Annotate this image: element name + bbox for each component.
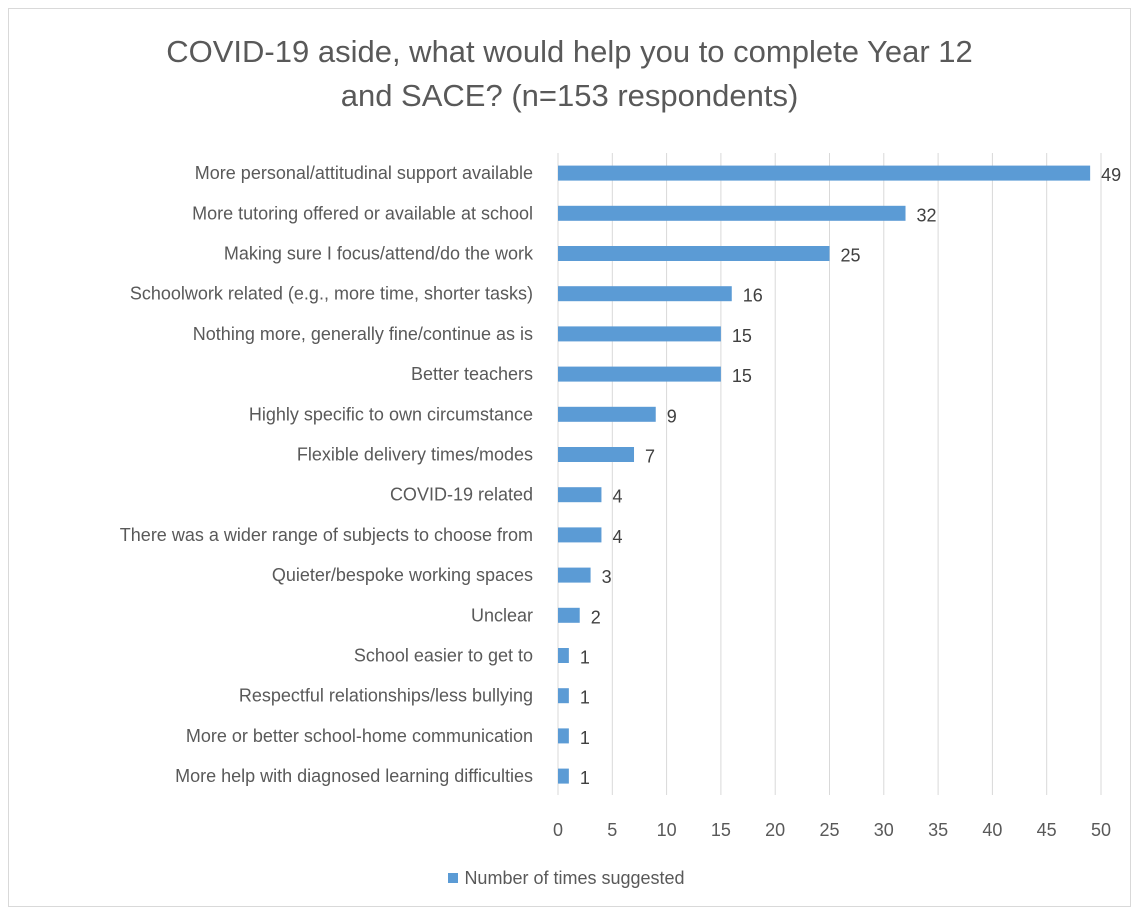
data-label: 7 [645, 447, 655, 467]
category-label: More help with diagnosed learning diffic… [175, 766, 533, 786]
data-label: 4 [612, 527, 622, 547]
bar [558, 447, 635, 462]
category-label: Respectful relationships/less bullying [239, 686, 533, 706]
data-label: 25 [841, 246, 861, 266]
data-label: 2 [591, 607, 601, 627]
data-label: 1 [580, 768, 590, 788]
data-label: 1 [580, 728, 590, 748]
bar [558, 165, 1091, 181]
bar [558, 366, 721, 382]
x-tick-label: 40 [982, 820, 1002, 840]
chart-title: COVID-19 aside, what would help you to c… [8, 30, 1131, 118]
bar [558, 246, 830, 261]
category-label: Nothing more, generally fine/continue as… [193, 324, 533, 344]
category-label: There was a wider range of subjects to c… [120, 525, 533, 545]
x-tick-label: 10 [657, 820, 677, 840]
data-label: 49 [1101, 165, 1121, 185]
bar [558, 648, 569, 663]
data-label: 1 [580, 688, 590, 708]
data-label: 16 [743, 286, 763, 306]
bar [558, 607, 580, 623]
category-label: COVID-19 related [390, 485, 533, 505]
category-label: Better teachers [411, 364, 533, 384]
x-tick-label: 25 [819, 820, 839, 840]
data-label: 9 [667, 406, 677, 426]
category-label: Flexible delivery times/modes [297, 445, 533, 465]
bar [558, 326, 721, 342]
x-tick-label: 50 [1091, 820, 1111, 840]
bar [558, 688, 569, 704]
data-label: 15 [732, 326, 752, 346]
bar [558, 567, 591, 583]
x-tick-label: 0 [553, 820, 563, 840]
bar [558, 527, 602, 543]
x-tick-label: 45 [1037, 820, 1057, 840]
legend-swatch [448, 873, 459, 883]
x-tick-label: 15 [711, 820, 731, 840]
chart-title-line-1: COVID-19 aside, what would help you to c… [166, 34, 973, 69]
x-tick-label: 30 [874, 820, 894, 840]
x-tick-label: 20 [765, 820, 785, 840]
bar [558, 205, 906, 221]
chart-title-line-2: and SACE? (n=153 respondents) [340, 78, 799, 113]
data-label: 32 [917, 205, 937, 225]
category-label: Quieter/bespoke working spaces [272, 565, 533, 585]
bar [558, 728, 569, 744]
category-label: Schoolwork related (e.g., more time, sho… [130, 284, 533, 304]
bar [558, 487, 602, 503]
category-label: Making sure I focus/attend/do the work [224, 244, 534, 264]
data-label: 4 [612, 487, 622, 507]
bar [558, 286, 732, 302]
data-label: 15 [732, 366, 752, 386]
x-tick-label: 35 [928, 820, 948, 840]
data-label: 1 [580, 648, 590, 668]
category-label: More personal/attitudinal support availa… [195, 163, 533, 183]
data-label: 3 [602, 567, 612, 587]
legend-label: Number of times suggested [464, 868, 685, 888]
category-label: Highly specific to own circumstance [249, 404, 533, 424]
bar [558, 406, 656, 422]
chart-legend: Number of times suggested [0, 868, 1133, 889]
category-label: School easier to get to [354, 646, 533, 666]
category-label: More tutoring offered or available at sc… [192, 203, 533, 223]
category-label: Unclear [471, 605, 533, 625]
category-label: More or better school-home communication [186, 726, 533, 746]
bar [558, 768, 569, 784]
x-tick-label: 5 [607, 820, 617, 840]
